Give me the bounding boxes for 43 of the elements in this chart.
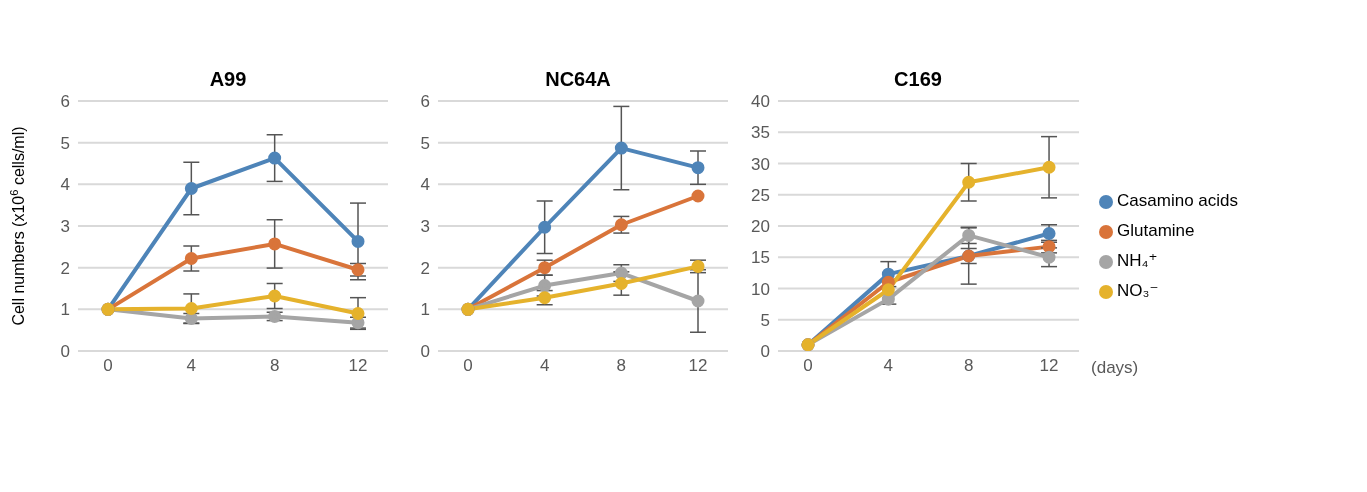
chart-title: NC64A: [544, 68, 612, 91]
legend-label: Casamino acids: [1117, 191, 1238, 210]
y-tick-label: 25: [751, 185, 770, 205]
y-tick-label: 35: [751, 123, 770, 143]
legend-label: NH₄⁺: [1117, 251, 1158, 270]
legend-label: NO₃⁻: [1117, 281, 1159, 300]
y-tick-label: 0: [420, 342, 430, 362]
legend-label: Glutamine: [1117, 221, 1195, 240]
y-tick-label: 5: [420, 133, 430, 153]
y-tick-label: 3: [420, 217, 430, 237]
y-tick-label: 30: [751, 154, 770, 174]
x-tick-label: 0: [103, 356, 113, 376]
x-tick-label: 12: [688, 356, 708, 376]
chart-title: C169: [893, 68, 943, 91]
x-tick-label: 4: [883, 356, 894, 376]
y-tick-label: 20: [751, 217, 770, 237]
x-tick-label: 4: [186, 356, 197, 376]
x-tick-label: 8: [269, 356, 280, 376]
y-tick-label: 0: [60, 342, 70, 362]
y-tick-label: 15: [751, 248, 770, 268]
x-tick-label: 0: [803, 356, 813, 376]
y-tick-label: 4: [60, 175, 70, 195]
x-tick-label: 0: [463, 356, 473, 376]
y-tick-label: 4: [420, 175, 430, 195]
y-tick-label: 6: [420, 92, 430, 112]
x-tick-label: 8: [616, 356, 627, 376]
y-tick-label: 2: [60, 258, 70, 278]
y-tick-label: 10: [751, 279, 770, 299]
y-tick-label: 2: [420, 258, 430, 278]
chart-title: A99: [208, 68, 248, 91]
y-tick-label: 1: [60, 300, 70, 320]
x-tick-label: 4: [539, 356, 550, 376]
y-tick-label: 5: [60, 133, 70, 153]
y-tick-label: 6: [60, 92, 70, 112]
y-tick-label: 40: [751, 92, 770, 112]
x-tick-label: 12: [1039, 356, 1059, 376]
y-tick-label: 0: [760, 342, 770, 362]
y-tick-label: 3: [60, 217, 70, 237]
x-tick-label: 12: [348, 356, 368, 376]
y-tick-label: 5: [760, 310, 770, 330]
y-tick-label: 1: [420, 300, 430, 320]
x-tick-label: 8: [963, 356, 974, 376]
x-axis-title: (days): [1091, 358, 1139, 377]
